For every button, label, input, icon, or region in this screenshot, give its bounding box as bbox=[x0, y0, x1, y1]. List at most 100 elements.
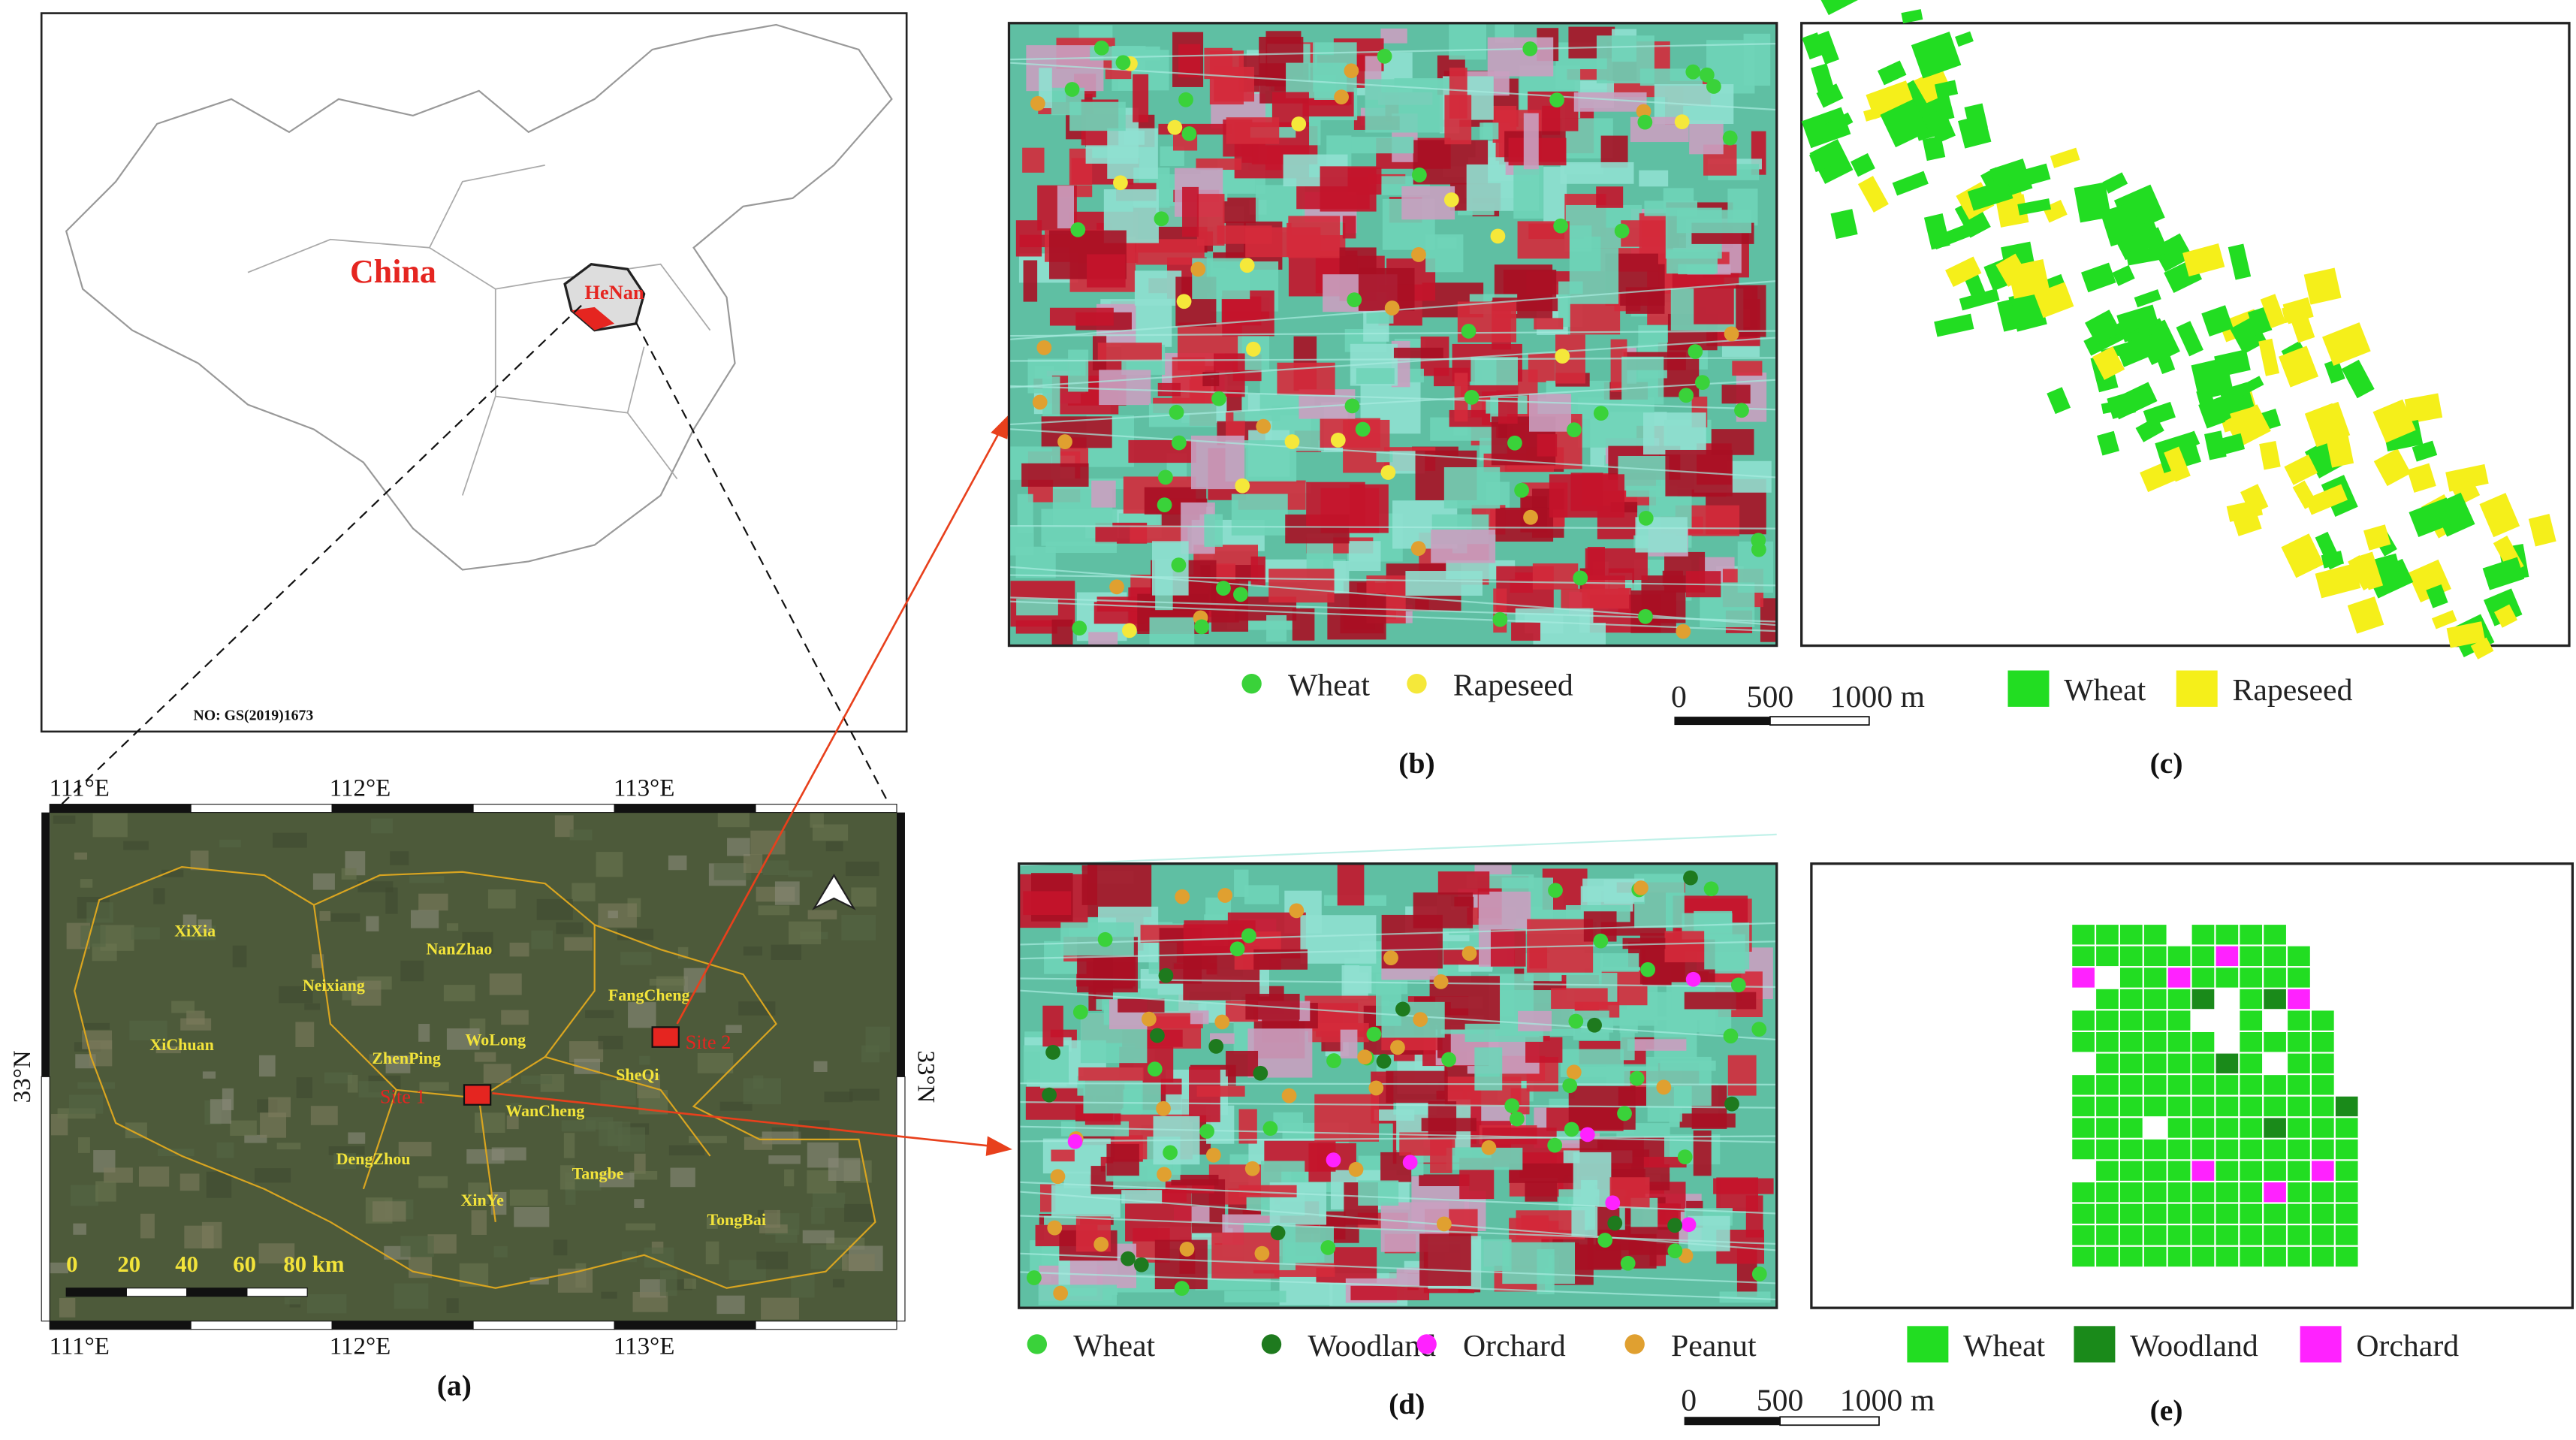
crop-field bbox=[2288, 989, 2310, 1010]
terrain-patch bbox=[348, 1132, 366, 1144]
crop-field bbox=[2240, 946, 2263, 967]
crop-field bbox=[2191, 1031, 2215, 1052]
legend-label: Woodland bbox=[1308, 1329, 1436, 1363]
sample-point bbox=[1481, 1140, 1497, 1155]
crop-field bbox=[1863, 100, 1904, 122]
crop-field bbox=[2482, 557, 2525, 590]
crop-field bbox=[2119, 1031, 2143, 1052]
sample-point bbox=[1174, 1281, 1190, 1296]
field bbox=[1045, 542, 1117, 554]
sample-point bbox=[1289, 903, 1305, 919]
terrain-patch bbox=[74, 852, 88, 860]
field bbox=[1348, 541, 1381, 572]
crop-field bbox=[2412, 440, 2438, 462]
sample-point bbox=[1326, 1053, 1341, 1068]
sample-point bbox=[1047, 1220, 1063, 1236]
frame-segment bbox=[331, 804, 474, 814]
province-borders bbox=[247, 164, 711, 496]
field bbox=[1511, 622, 1541, 641]
crop-field bbox=[2264, 1075, 2286, 1095]
sample-point bbox=[1334, 89, 1349, 104]
crop-field bbox=[2119, 1182, 2143, 1203]
crop-field bbox=[2228, 243, 2252, 280]
terrain-patch bbox=[756, 1251, 789, 1269]
crop-field bbox=[2034, 282, 2074, 318]
terrain-patch bbox=[759, 1224, 788, 1233]
crop-field bbox=[2216, 1203, 2239, 1224]
terrain-patch bbox=[483, 1064, 511, 1083]
field bbox=[1704, 922, 1750, 970]
field bbox=[1745, 1195, 1763, 1238]
crop-field bbox=[2119, 968, 2143, 988]
crop-field bbox=[2216, 946, 2239, 967]
field bbox=[1437, 871, 1490, 895]
field bbox=[1342, 216, 1356, 239]
crop-field bbox=[2282, 304, 2300, 324]
crop-field bbox=[2264, 1225, 2286, 1245]
terrain-patch bbox=[138, 1166, 170, 1187]
image-frame bbox=[1007, 22, 1778, 648]
crop-field bbox=[2143, 1182, 2167, 1203]
crop-field bbox=[2119, 1246, 2143, 1267]
crop-field bbox=[2096, 1246, 2119, 1267]
field bbox=[1060, 922, 1134, 956]
crop-field bbox=[2072, 925, 2095, 945]
crop-field bbox=[2072, 1118, 2095, 1138]
crop-field bbox=[2216, 1118, 2239, 1138]
crop-field bbox=[2201, 305, 2234, 337]
terrain-patch bbox=[743, 1078, 782, 1105]
crop-field bbox=[2167, 1010, 2191, 1031]
field bbox=[1643, 412, 1706, 455]
crop-field bbox=[2312, 1161, 2334, 1181]
crop-field bbox=[2303, 267, 2342, 305]
sample-point bbox=[1072, 1004, 1088, 1020]
sample-point bbox=[1751, 1266, 1767, 1282]
field bbox=[1470, 357, 1518, 391]
crop-field bbox=[2240, 1118, 2263, 1138]
crop-field bbox=[2191, 946, 2215, 967]
field bbox=[1573, 1152, 1612, 1206]
field bbox=[1537, 1249, 1555, 1294]
scale-bar: 0 500 1000 m bbox=[1671, 680, 1925, 726]
frame-segment bbox=[41, 1076, 50, 1322]
legend-symbol bbox=[2007, 670, 2050, 707]
sample-point bbox=[1751, 542, 1766, 557]
field bbox=[1639, 170, 1669, 187]
field bbox=[1571, 1206, 1598, 1236]
terrain-patch bbox=[501, 1010, 529, 1025]
crop-field bbox=[2143, 1246, 2167, 1267]
crop-field bbox=[2335, 1203, 2358, 1224]
terrain-patch bbox=[628, 1002, 656, 1028]
place-labels: XiXia NanZhao Neixiang FangCheng XiChuan Zhen… bbox=[149, 921, 766, 1229]
arrowhead bbox=[991, 412, 1011, 439]
terrain-patch bbox=[446, 923, 459, 931]
field bbox=[1344, 966, 1372, 994]
scale-segment bbox=[1674, 717, 1770, 726]
sample-point bbox=[1579, 1127, 1595, 1143]
sample-point bbox=[1093, 41, 1109, 56]
frame-segment bbox=[331, 1321, 474, 1330]
sample-point bbox=[1348, 1161, 1364, 1177]
panel-label: (a) bbox=[437, 1369, 472, 1402]
sample-point bbox=[1181, 126, 1197, 141]
sample-point bbox=[1178, 92, 1193, 107]
sample-point bbox=[1050, 1169, 1066, 1185]
crop-field bbox=[2284, 454, 2318, 485]
terrain-patch bbox=[279, 986, 313, 1004]
terrain-patch bbox=[634, 1199, 644, 1208]
field bbox=[1057, 186, 1075, 229]
field bbox=[1250, 556, 1265, 586]
sample-point bbox=[1208, 1039, 1224, 1054]
site-arrow bbox=[492, 1092, 991, 1147]
road bbox=[1009, 62, 1777, 111]
terrain-patch bbox=[634, 1153, 646, 1174]
crop-field bbox=[2096, 1031, 2119, 1052]
terrain-patch bbox=[201, 1221, 222, 1248]
legend-symbol bbox=[2300, 1326, 2342, 1363]
terrain-patch bbox=[813, 1061, 828, 1072]
terrain-patch bbox=[585, 1010, 614, 1019]
field bbox=[1226, 117, 1280, 144]
sample-point bbox=[1724, 326, 1739, 342]
field bbox=[1664, 931, 1705, 963]
terrain-patch bbox=[276, 1143, 301, 1150]
